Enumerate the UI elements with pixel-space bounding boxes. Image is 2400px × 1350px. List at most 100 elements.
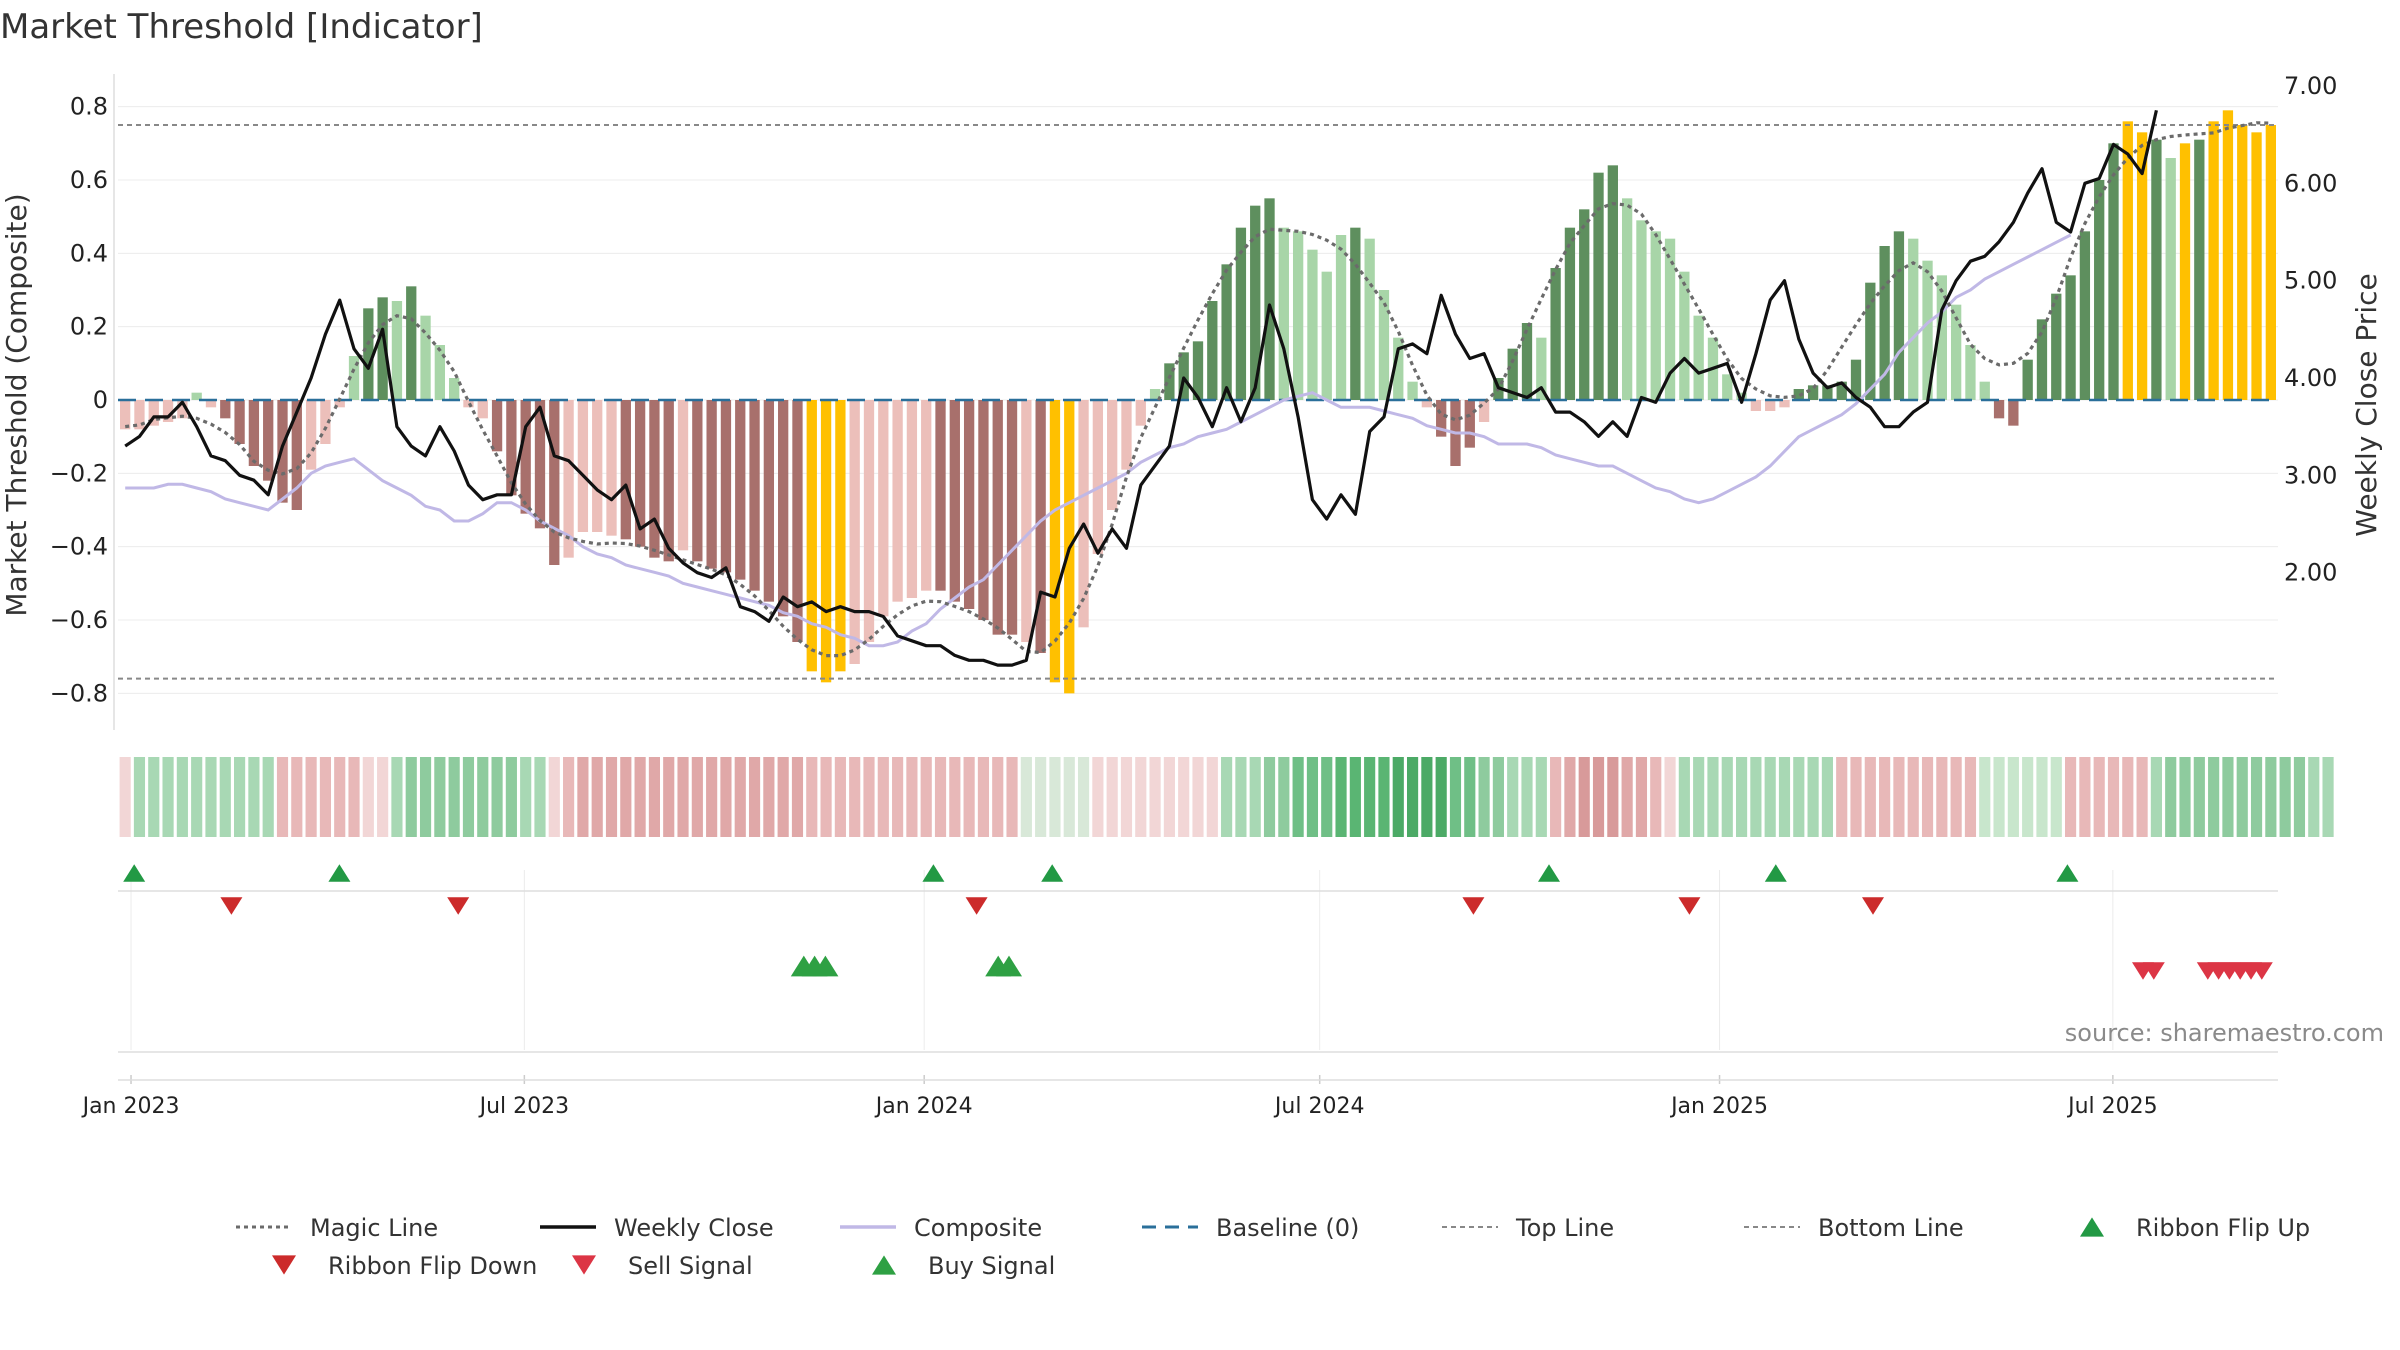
composite-bar bbox=[2136, 132, 2148, 401]
composite-bar bbox=[1407, 381, 1418, 400]
ribbon-cell bbox=[2222, 757, 2234, 837]
ribbon-cell bbox=[1163, 757, 1175, 837]
ribbon-cell bbox=[1063, 757, 1075, 837]
composite-bar bbox=[677, 400, 689, 551]
ribbon-cell bbox=[2036, 757, 2048, 837]
ribbon-cell bbox=[748, 757, 761, 837]
y-tick-right-label: 3.00 bbox=[2284, 461, 2337, 489]
ribbon-flip-down-marker bbox=[1462, 897, 1485, 915]
ribbon-cell bbox=[2308, 757, 2320, 837]
composite-bar bbox=[263, 400, 274, 481]
y-axis-left-label: Market Threshold (Composite) bbox=[0, 193, 33, 616]
ribbon-cell bbox=[2150, 757, 2162, 837]
ribbon-cell bbox=[1149, 757, 1161, 837]
composite-bar bbox=[1850, 359, 1862, 400]
composite-bar bbox=[162, 400, 174, 422]
composite-bar bbox=[520, 400, 531, 514]
composite-bar bbox=[1593, 172, 1604, 400]
ribbon-cell bbox=[2179, 757, 2191, 837]
composite-bar bbox=[1536, 337, 1547, 400]
ribbon-cell bbox=[1936, 757, 1948, 837]
composite-bar bbox=[2151, 139, 2162, 400]
ribbon-cell bbox=[2193, 757, 2205, 837]
ribbon-cell bbox=[191, 757, 203, 837]
ribbon-cell bbox=[477, 757, 489, 837]
legend-label: Buy Signal bbox=[928, 1252, 1055, 1280]
ticks-layer: 0.8 0.6 0.4 0.2 0 −0.2 −0.4 −0.6 −0.8 7.00 6.00 5.0… bbox=[50, 72, 2338, 1119]
legend-swatch bbox=[572, 1255, 596, 1275]
composite-bar bbox=[1922, 260, 1933, 400]
ribbon-cell bbox=[391, 757, 403, 837]
ribbon-cell bbox=[1950, 757, 1962, 837]
ribbon-cell bbox=[1721, 757, 1733, 837]
composite-bar bbox=[1979, 381, 1990, 400]
legend-label: Bottom Line bbox=[1818, 1214, 1964, 1242]
ribbon-cell bbox=[1693, 757, 1705, 837]
ribbon-cell bbox=[1707, 757, 1719, 837]
composite-bar bbox=[1478, 400, 1490, 422]
composite-bar bbox=[763, 400, 775, 602]
ribbon-cell bbox=[834, 757, 846, 837]
ribbon-cell bbox=[1020, 757, 1032, 837]
ribbon-cell bbox=[2265, 757, 2277, 837]
composite-bar bbox=[1464, 400, 1475, 448]
ribbon-cell bbox=[2236, 757, 2248, 837]
source-note: source: sharemaestro.com bbox=[2065, 1019, 2384, 1047]
ribbon-cell bbox=[1764, 757, 1776, 837]
ribbon-cell bbox=[1850, 757, 1862, 837]
composite-bar bbox=[1207, 301, 1218, 400]
composite-bar bbox=[420, 315, 431, 400]
composite-bar bbox=[2022, 359, 2033, 400]
y-tick-left-label: 0.4 bbox=[70, 239, 108, 267]
composite-bar bbox=[1822, 385, 1833, 400]
ribbon-cell bbox=[276, 757, 289, 837]
composite-bar bbox=[334, 400, 345, 408]
ribbon-cell bbox=[1521, 757, 1533, 837]
ribbon-cell bbox=[1235, 757, 1247, 837]
ribbon-cell bbox=[1564, 757, 1576, 837]
composite-bar bbox=[1936, 275, 1947, 400]
ribbon-cell bbox=[1664, 757, 1676, 837]
ribbon-cell bbox=[1492, 757, 1504, 837]
composite-bar bbox=[1765, 400, 1776, 411]
composite-bar bbox=[706, 400, 717, 569]
ribbon-cell bbox=[2122, 757, 2134, 837]
ribbon-flip-up-marker bbox=[123, 864, 146, 882]
ribbon-cell bbox=[648, 757, 661, 837]
ribbon-cell bbox=[219, 757, 231, 837]
composite-bar bbox=[1693, 315, 1704, 400]
ribbon-cell bbox=[2279, 757, 2291, 837]
ribbon-cell bbox=[133, 757, 146, 837]
ribbon-cell bbox=[791, 757, 804, 837]
composite-bar bbox=[1436, 400, 1447, 437]
ribbon-cell bbox=[992, 757, 1004, 837]
ribbon-cell bbox=[1306, 757, 1319, 837]
legend-swatch bbox=[2080, 1217, 2104, 1237]
composite-bar bbox=[1092, 400, 1104, 554]
y-tick-left-label: −0.6 bbox=[50, 606, 108, 634]
ribbon-cell bbox=[1678, 757, 1690, 837]
ribbon-cell bbox=[1421, 757, 1433, 837]
composite-bar bbox=[1807, 385, 1819, 400]
composite-bar bbox=[2165, 158, 2176, 400]
composite-bar bbox=[2222, 110, 2234, 400]
ribbon-cell bbox=[1893, 757, 1905, 837]
composite-bar bbox=[2237, 125, 2248, 400]
ribbon-cell bbox=[1292, 757, 1304, 837]
composite-bar bbox=[534, 400, 546, 529]
ribbon-cell bbox=[720, 757, 732, 837]
ribbon-cell bbox=[1049, 757, 1061, 837]
composite-bar bbox=[477, 400, 488, 419]
ribbon-cell bbox=[1406, 757, 1419, 837]
composite-bar bbox=[1865, 282, 1876, 400]
ribbon-cell bbox=[2093, 757, 2105, 837]
composite-bar bbox=[1221, 264, 1232, 400]
ribbon-cell bbox=[1449, 757, 1462, 837]
composite-bar bbox=[935, 400, 946, 591]
composite-bar bbox=[1364, 238, 1375, 400]
sell-signal-marker bbox=[2142, 962, 2165, 980]
composite-bar bbox=[120, 400, 131, 430]
composite-bar bbox=[1264, 198, 1275, 400]
ribbon-flip-up-marker bbox=[2056, 864, 2079, 882]
